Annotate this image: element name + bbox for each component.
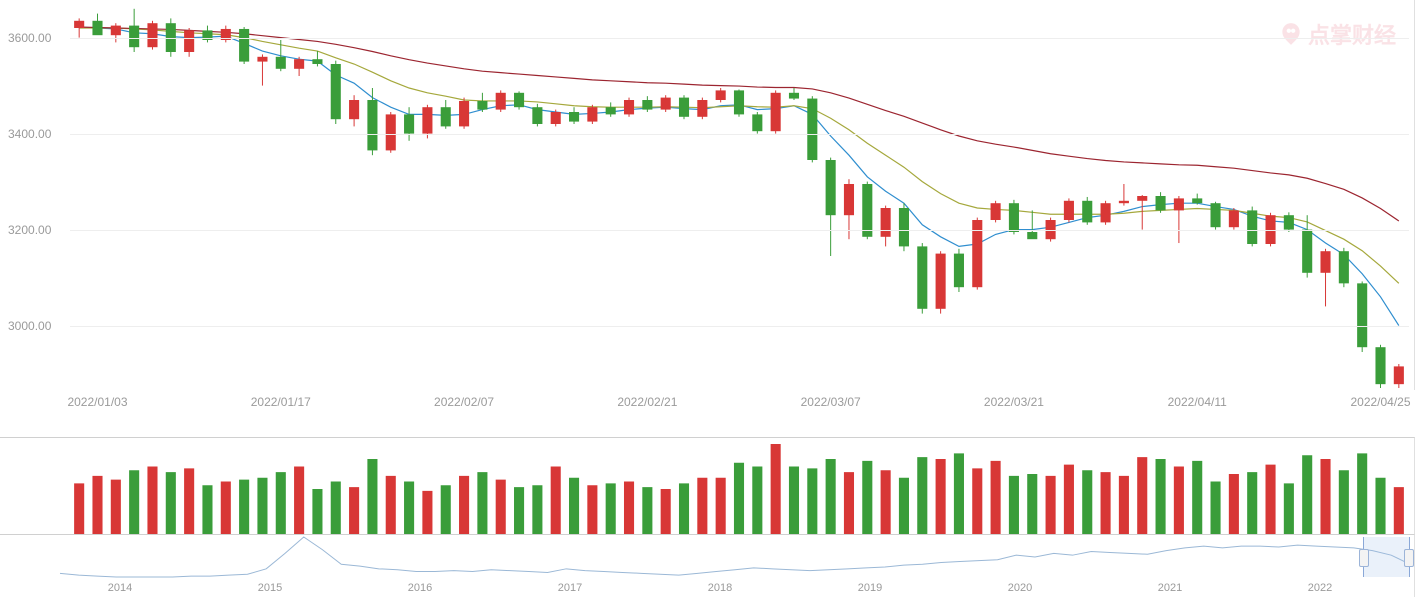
candles-layer [0, 0, 1415, 390]
x-axis-tick: 2022/02/21 [617, 395, 677, 409]
volume-panel[interactable] [0, 437, 1415, 535]
y-axis-tick: 3000.00 [8, 319, 51, 333]
x-axis-tick: 2022/01/03 [67, 395, 127, 409]
x-axis-tick: 2022/01/17 [251, 395, 311, 409]
navigator-year-tick: 2016 [408, 582, 432, 594]
x-axis-tick: 2022/04/11 [1168, 395, 1227, 409]
navigator-panel[interactable]: 2014 2015 2016 2017 2018 2019 2020 2021 2022 [0, 535, 1415, 597]
gridline [70, 134, 1409, 135]
navigator-year-tick: 2017 [558, 582, 582, 594]
brush-handle-left[interactable] [1359, 549, 1369, 567]
gridline [70, 326, 1409, 327]
gridline [70, 230, 1409, 231]
navigator-year-tick: 2018 [708, 582, 732, 594]
x-axis-tick: 2022/02/07 [434, 395, 494, 409]
x-axis-tick: 2022/03/21 [984, 395, 1044, 409]
brush-handle-right[interactable] [1404, 549, 1414, 567]
navigator-year-tick: 2022 [1308, 582, 1332, 594]
navigator-year-tick: 2014 [108, 582, 132, 594]
y-axis-tick: 3600.00 [8, 31, 51, 45]
navigator-year-tick: 2015 [258, 582, 282, 594]
volume-bars-layer [0, 438, 1415, 536]
navigator-year-tick: 2020 [1008, 582, 1032, 594]
x-axis-tick: 2022/03/07 [801, 395, 861, 409]
navigator-year-tick: 2021 [1158, 582, 1182, 594]
navigator-line-layer [0, 535, 1415, 579]
y-axis-tick: 3200.00 [8, 223, 51, 237]
navigator-brush[interactable] [1363, 537, 1410, 577]
x-axis-tick: 2022/04/25 [1350, 395, 1410, 409]
candlestick-chart[interactable]: 点掌财经 3000.003200.003400.003600.00 [0, 0, 1415, 390]
gridline [70, 38, 1409, 39]
y-axis-tick: 3400.00 [8, 127, 51, 141]
navigator-year-tick: 2019 [858, 582, 882, 594]
